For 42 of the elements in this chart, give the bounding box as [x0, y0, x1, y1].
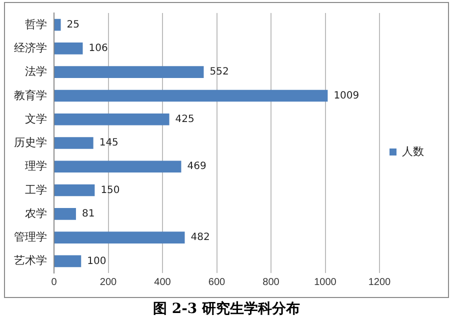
bar: [54, 113, 170, 126]
data-label: 469: [187, 161, 206, 172]
y-tick-label: 教育学: [14, 88, 47, 102]
data-label: 552: [210, 66, 229, 78]
data-label: 1009: [334, 90, 360, 102]
y-tick-label: 经济学: [14, 41, 47, 54]
text: 图 2-3 研究生学科分布: [152, 300, 302, 318]
y-tick-label: 历史学: [14, 136, 47, 150]
y-tick-label: 文学: [25, 112, 47, 126]
x-tick-label: 1200: [368, 276, 392, 288]
data-label: 150: [100, 184, 120, 196]
y-tick-label: 农学: [25, 208, 47, 220]
bar: [54, 255, 82, 268]
x-tick-label: 600: [208, 276, 226, 288]
x-tick-label: 400: [154, 276, 172, 288]
y-tick-label: 哲学: [25, 18, 47, 31]
y-tick-label: 工学: [25, 184, 47, 196]
x-tick-label: 0: [51, 276, 58, 288]
bar: [54, 18, 61, 31]
data-label: 81: [82, 208, 95, 220]
bar: [54, 42, 83, 54]
bar: [54, 232, 185, 244]
bar: [54, 160, 182, 173]
data-label: 25: [66, 19, 80, 30]
data-label: 100: [87, 256, 106, 267]
y-tick-label: 理学: [25, 160, 47, 173]
data-label: 106: [88, 43, 108, 54]
y-tick-label: 艺术学: [14, 254, 47, 268]
y-tick-label: 管理学: [14, 232, 47, 244]
data-label: 482: [190, 232, 210, 244]
data-label: 425: [175, 114, 194, 125]
bar: [54, 184, 95, 196]
x-tick-label: 200: [100, 276, 118, 288]
bar: [54, 137, 94, 149]
bar: [54, 208, 76, 220]
x-tick-label: 1000: [314, 276, 337, 288]
y-tick-label: 法学: [25, 65, 47, 78]
bar: [54, 90, 328, 102]
data-label: 145: [99, 138, 118, 149]
x-tick-label: 800: [262, 276, 280, 288]
bar: [54, 66, 204, 78]
legend-label: 人数: [402, 146, 424, 158]
